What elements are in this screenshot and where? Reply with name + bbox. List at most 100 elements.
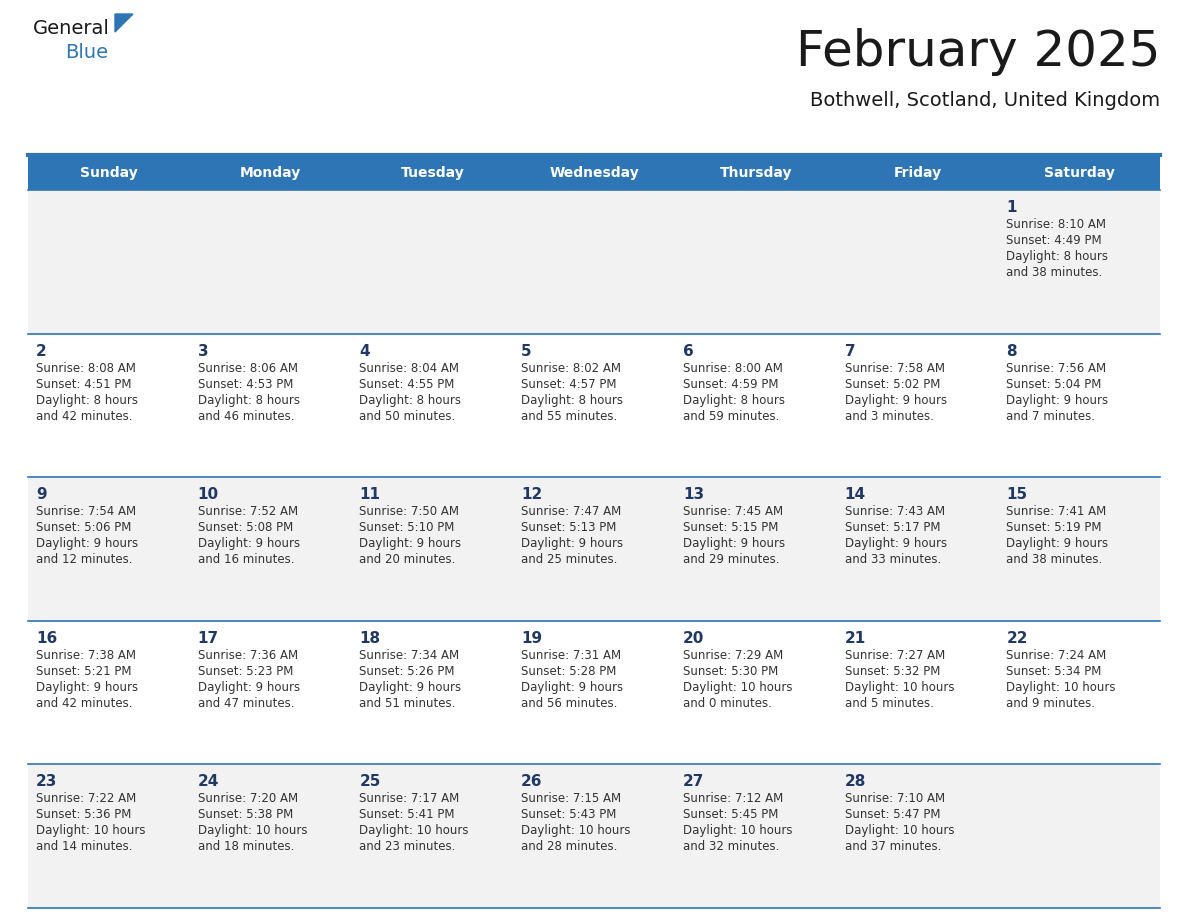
Text: Sunrise: 7:56 AM: Sunrise: 7:56 AM: [1006, 362, 1106, 375]
Text: Sunrise: 7:12 AM: Sunrise: 7:12 AM: [683, 792, 783, 805]
Text: Sunrise: 7:15 AM: Sunrise: 7:15 AM: [522, 792, 621, 805]
Text: Saturday: Saturday: [1044, 165, 1114, 180]
Text: and 3 minutes.: and 3 minutes.: [845, 409, 934, 422]
Text: Sunrise: 8:08 AM: Sunrise: 8:08 AM: [36, 362, 135, 375]
Text: Sunset: 5:41 PM: Sunset: 5:41 PM: [360, 809, 455, 822]
Text: and 23 minutes.: and 23 minutes.: [360, 840, 456, 854]
Text: Sunrise: 8:04 AM: Sunrise: 8:04 AM: [360, 362, 460, 375]
Text: 4: 4: [360, 343, 369, 359]
Text: Daylight: 9 hours: Daylight: 9 hours: [845, 394, 947, 407]
Text: 18: 18: [360, 631, 380, 645]
Text: 1: 1: [1006, 200, 1017, 215]
Text: and 38 minutes.: and 38 minutes.: [1006, 266, 1102, 279]
Text: and 14 minutes.: and 14 minutes.: [36, 840, 133, 854]
Text: 13: 13: [683, 487, 704, 502]
Text: Daylight: 9 hours: Daylight: 9 hours: [683, 537, 785, 550]
Text: Sunrise: 7:54 AM: Sunrise: 7:54 AM: [36, 505, 137, 518]
Text: Sunset: 5:30 PM: Sunset: 5:30 PM: [683, 665, 778, 677]
Text: and 33 minutes.: and 33 minutes.: [845, 554, 941, 566]
Text: February 2025: February 2025: [796, 28, 1159, 76]
Polygon shape: [115, 14, 133, 32]
Text: 27: 27: [683, 775, 704, 789]
Text: Sunrise: 7:47 AM: Sunrise: 7:47 AM: [522, 505, 621, 518]
Bar: [29, 477, 1159, 621]
Text: Sunrise: 7:24 AM: Sunrise: 7:24 AM: [1006, 649, 1106, 662]
Text: and 0 minutes.: and 0 minutes.: [683, 697, 772, 710]
Text: Daylight: 10 hours: Daylight: 10 hours: [522, 824, 631, 837]
Text: Sunrise: 7:38 AM: Sunrise: 7:38 AM: [36, 649, 135, 662]
Text: Daylight: 9 hours: Daylight: 9 hours: [36, 681, 138, 694]
Text: Sunset: 5:36 PM: Sunset: 5:36 PM: [36, 809, 132, 822]
Text: Daylight: 10 hours: Daylight: 10 hours: [1006, 681, 1116, 694]
Text: 24: 24: [197, 775, 219, 789]
Text: Sunset: 5:45 PM: Sunset: 5:45 PM: [683, 809, 778, 822]
Text: 9: 9: [36, 487, 46, 502]
Bar: [29, 190, 1159, 333]
Text: Thursday: Thursday: [720, 165, 792, 180]
Text: Daylight: 9 hours: Daylight: 9 hours: [522, 681, 624, 694]
Text: Sunrise: 7:22 AM: Sunrise: 7:22 AM: [36, 792, 137, 805]
Text: and 25 minutes.: and 25 minutes.: [522, 554, 618, 566]
Text: Sunrise: 7:50 AM: Sunrise: 7:50 AM: [360, 505, 460, 518]
Text: Daylight: 9 hours: Daylight: 9 hours: [360, 681, 462, 694]
Text: 16: 16: [36, 631, 57, 645]
Text: Sunday: Sunday: [80, 165, 138, 180]
Text: and 32 minutes.: and 32 minutes.: [683, 840, 779, 854]
Text: Sunrise: 7:17 AM: Sunrise: 7:17 AM: [360, 792, 460, 805]
Text: 28: 28: [845, 775, 866, 789]
Text: and 38 minutes.: and 38 minutes.: [1006, 554, 1102, 566]
Text: Daylight: 8 hours: Daylight: 8 hours: [1006, 250, 1108, 263]
Text: and 51 minutes.: and 51 minutes.: [360, 697, 456, 710]
Text: Sunrise: 7:34 AM: Sunrise: 7:34 AM: [360, 649, 460, 662]
Text: 14: 14: [845, 487, 866, 502]
Text: Sunset: 4:51 PM: Sunset: 4:51 PM: [36, 377, 132, 390]
Text: Sunset: 5:08 PM: Sunset: 5:08 PM: [197, 521, 293, 534]
Text: Sunset: 5:28 PM: Sunset: 5:28 PM: [522, 665, 617, 677]
Text: Monday: Monday: [240, 165, 302, 180]
Text: Sunset: 5:23 PM: Sunset: 5:23 PM: [197, 665, 293, 677]
Text: and 59 minutes.: and 59 minutes.: [683, 409, 779, 422]
Text: Sunset: 4:49 PM: Sunset: 4:49 PM: [1006, 234, 1102, 247]
Text: 22: 22: [1006, 631, 1028, 645]
Text: Daylight: 9 hours: Daylight: 9 hours: [845, 537, 947, 550]
Text: Daylight: 8 hours: Daylight: 8 hours: [522, 394, 624, 407]
Text: 25: 25: [360, 775, 381, 789]
Text: Sunset: 4:55 PM: Sunset: 4:55 PM: [360, 377, 455, 390]
Text: 15: 15: [1006, 487, 1028, 502]
Text: Daylight: 8 hours: Daylight: 8 hours: [360, 394, 461, 407]
Text: Daylight: 9 hours: Daylight: 9 hours: [197, 681, 299, 694]
Bar: [29, 155, 1159, 190]
Text: Daylight: 10 hours: Daylight: 10 hours: [683, 824, 792, 837]
Text: Sunrise: 8:02 AM: Sunrise: 8:02 AM: [522, 362, 621, 375]
Text: Daylight: 10 hours: Daylight: 10 hours: [197, 824, 308, 837]
Text: Sunrise: 7:43 AM: Sunrise: 7:43 AM: [845, 505, 944, 518]
Text: and 37 minutes.: and 37 minutes.: [845, 840, 941, 854]
Text: Sunset: 5:15 PM: Sunset: 5:15 PM: [683, 521, 778, 534]
Text: 20: 20: [683, 631, 704, 645]
Text: and 29 minutes.: and 29 minutes.: [683, 554, 779, 566]
Text: 21: 21: [845, 631, 866, 645]
Bar: [29, 621, 1159, 765]
Text: and 9 minutes.: and 9 minutes.: [1006, 697, 1095, 710]
Text: and 47 minutes.: and 47 minutes.: [197, 697, 295, 710]
Text: Sunrise: 8:06 AM: Sunrise: 8:06 AM: [197, 362, 298, 375]
Text: 23: 23: [36, 775, 57, 789]
Text: Sunrise: 7:58 AM: Sunrise: 7:58 AM: [845, 362, 944, 375]
Text: Bothwell, Scotland, United Kingdom: Bothwell, Scotland, United Kingdom: [810, 91, 1159, 109]
Text: Sunrise: 7:36 AM: Sunrise: 7:36 AM: [197, 649, 298, 662]
Text: Sunrise: 7:20 AM: Sunrise: 7:20 AM: [197, 792, 298, 805]
Text: and 20 minutes.: and 20 minutes.: [360, 554, 456, 566]
Text: Friday: Friday: [893, 165, 942, 180]
Text: 17: 17: [197, 631, 219, 645]
Text: Sunset: 4:59 PM: Sunset: 4:59 PM: [683, 377, 778, 390]
Text: Sunset: 5:10 PM: Sunset: 5:10 PM: [360, 521, 455, 534]
Text: Sunrise: 7:41 AM: Sunrise: 7:41 AM: [1006, 505, 1106, 518]
Text: Daylight: 8 hours: Daylight: 8 hours: [197, 394, 299, 407]
Bar: [29, 333, 1159, 477]
Text: and 16 minutes.: and 16 minutes.: [197, 554, 295, 566]
Text: General: General: [33, 18, 109, 38]
Text: Tuesday: Tuesday: [400, 165, 465, 180]
Text: Sunset: 5:13 PM: Sunset: 5:13 PM: [522, 521, 617, 534]
Text: and 28 minutes.: and 28 minutes.: [522, 840, 618, 854]
Text: 19: 19: [522, 631, 542, 645]
